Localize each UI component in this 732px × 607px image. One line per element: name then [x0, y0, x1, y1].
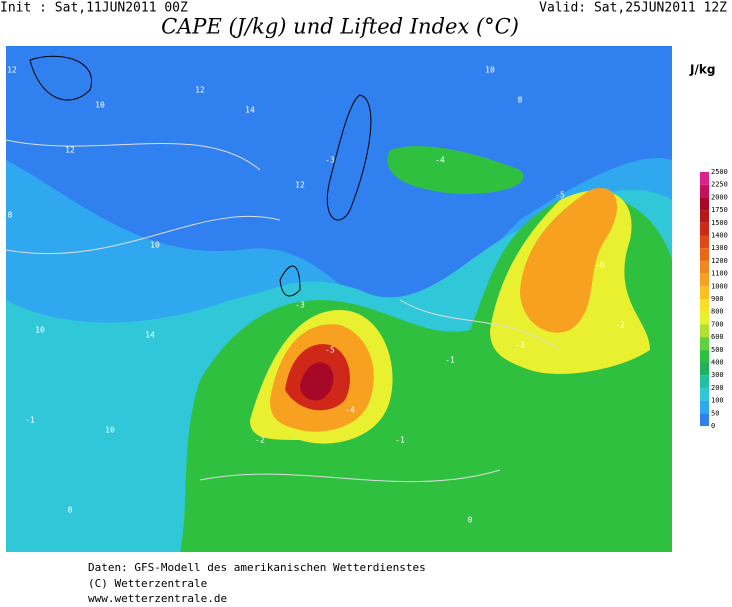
- contour-label: 12: [65, 146, 75, 155]
- contour-label: 12: [295, 181, 305, 190]
- contour-label: -1: [445, 356, 455, 365]
- level-label: 500: [711, 346, 724, 354]
- contour-label: -5: [325, 346, 335, 355]
- contour-label: 10: [150, 241, 160, 250]
- level-label: 2000: [711, 193, 728, 201]
- init-time: Init : Sat,11JUN2011 00Z: [0, 1, 188, 16]
- color-swatch: [700, 235, 709, 249]
- color-swatch: [700, 299, 709, 312]
- level-label: 600: [711, 333, 724, 341]
- level-label: 0: [711, 422, 715, 430]
- level-label: 200: [711, 384, 724, 392]
- color-swatch: [700, 349, 709, 363]
- level-label: 1400: [711, 232, 728, 240]
- level-label: 300: [711, 371, 724, 379]
- level-label: 1200: [711, 257, 728, 265]
- color-swatch: [700, 286, 709, 299]
- contour-label: -3: [325, 156, 335, 165]
- footer-line: www.wetterzentrale.de: [88, 592, 227, 603]
- level-label: 1300: [711, 244, 728, 252]
- contour-label: -4: [435, 156, 445, 165]
- level-label: 400: [711, 359, 724, 367]
- contour-label: 10: [485, 66, 495, 75]
- contour-label: -6: [595, 261, 605, 270]
- color-swatch: [700, 273, 709, 287]
- contour-label: -5: [555, 191, 565, 200]
- contour-label: 14: [145, 331, 155, 340]
- contour-label: 10: [35, 326, 45, 335]
- contour-label: -1: [25, 416, 35, 425]
- color-swatch: [700, 197, 709, 211]
- level-label: 1750: [711, 206, 728, 214]
- color-swatch: [700, 311, 709, 325]
- footer-line: (C) Wetterzentrale: [88, 577, 207, 590]
- color-swatch: [700, 400, 709, 414]
- color-swatch: [700, 184, 709, 198]
- contour-label: 8: [8, 211, 13, 220]
- level-label: 800: [711, 308, 724, 316]
- level-label: 1500: [711, 219, 728, 227]
- map-title: CAPE (J/kg) und Lifted Index (°C): [161, 15, 519, 39]
- color-swatch: [700, 324, 709, 338]
- contour-label: 14: [245, 106, 255, 115]
- level-label: 1100: [711, 270, 728, 278]
- level-label: 2250: [711, 181, 728, 189]
- color-swatch: [700, 222, 709, 236]
- contour-label: -1: [395, 436, 405, 445]
- valid-time: Valid: Sat,25JUN2011 12Z: [539, 1, 727, 16]
- contour-label: -3: [515, 341, 525, 350]
- level-label: 700: [711, 320, 724, 328]
- color-swatch: [700, 337, 709, 350]
- contour-label: 8: [518, 96, 523, 105]
- footer-line: Daten: GFS-Modell des amerikanischen Wet…: [88, 561, 426, 574]
- color-swatch: [700, 387, 709, 401]
- contour-label: 8: [68, 506, 73, 515]
- color-swatch: [700, 260, 709, 274]
- map: 12 10 14 12 10 8 10 10 8 12 14 -1 -3 -4 -5 -6 -2 -3 -5 -4 -2…: [6, 46, 672, 552]
- level-label: 2500: [711, 168, 728, 176]
- level-label: 1000: [711, 282, 728, 290]
- legend-unit: J/kg: [689, 63, 715, 77]
- contour-label: 12: [7, 66, 17, 75]
- color-swatch: [700, 210, 709, 223]
- contour-label: -4: [345, 406, 355, 415]
- level-label: 50: [711, 409, 719, 417]
- level-label: 100: [711, 397, 724, 405]
- colorbar: 2500225020001750150014001300120011001000…: [700, 168, 728, 430]
- contour-label: 12: [195, 86, 205, 95]
- level-label: 900: [711, 295, 724, 303]
- color-swatch: [700, 362, 709, 376]
- contour-label: 0: [468, 516, 473, 525]
- contour-label: -2: [615, 321, 625, 330]
- contour-label: 10: [105, 426, 115, 435]
- contour-label: 10: [95, 101, 105, 110]
- contour-label: -3: [295, 301, 305, 310]
- contour-label: -2: [255, 436, 265, 445]
- color-swatch: [700, 375, 709, 388]
- color-swatch: [700, 413, 709, 426]
- color-swatch: [700, 172, 709, 185]
- color-swatch: [700, 248, 709, 261]
